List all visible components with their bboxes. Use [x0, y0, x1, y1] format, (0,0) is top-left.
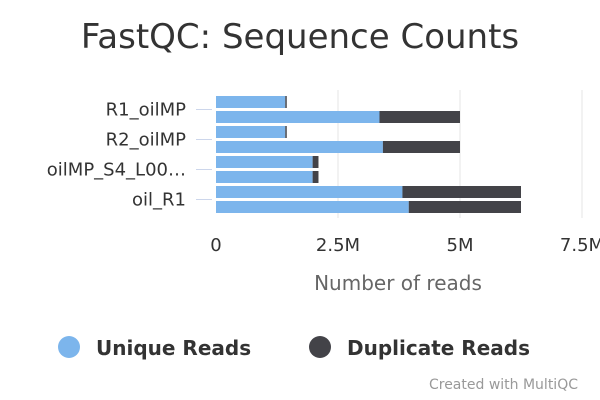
bar-unique-0[interactable] — [216, 96, 286, 108]
legend-label: Unique Reads — [96, 336, 251, 360]
x-tick-label: 2.5M — [316, 235, 360, 256]
category-axis: R1_oilMP R2_oilMP oilMP_S4_L00… oil_R1 — [47, 100, 212, 211]
credit-text: Created with MultiQC — [429, 377, 578, 393]
bar-unique-6[interactable] — [216, 186, 403, 198]
bar-duplicate-7[interactable] — [408, 201, 521, 213]
chart-title: FastQC: Sequence Counts — [81, 17, 519, 57]
bar-unique-1[interactable] — [216, 111, 380, 123]
legend: Unique Reads Duplicate Reads — [58, 336, 530, 360]
bar-unique-4[interactable] — [216, 156, 313, 168]
bar-layer — [216, 96, 521, 213]
x-axis-ticks: 0 2.5M 5M 7.5M — [210, 235, 600, 256]
legend-item-unique[interactable]: Unique Reads — [58, 336, 251, 360]
bar-duplicate-0[interactable] — [285, 96, 287, 108]
category-label: R1_oilMP — [106, 100, 187, 121]
bar-unique-2[interactable] — [216, 126, 286, 138]
bar-duplicate-6[interactable] — [402, 186, 521, 198]
bar-duplicate-5[interactable] — [312, 171, 319, 183]
grid-layer — [337, 90, 583, 218]
legend-marker — [58, 336, 80, 358]
x-tick-label: 7.5M — [560, 235, 600, 256]
bar-duplicate-1[interactable] — [379, 111, 460, 123]
bar-unique-5[interactable] — [216, 171, 313, 183]
category-label: oilMP_S4_L00… — [47, 160, 186, 181]
x-tick-label: 0 — [210, 235, 221, 256]
bar-unique-3[interactable] — [216, 141, 383, 153]
bar-duplicate-2[interactable] — [285, 126, 287, 138]
legend-marker — [309, 336, 331, 358]
category-label: R2_oilMP — [106, 130, 187, 151]
bar-unique-7[interactable] — [216, 201, 409, 213]
category-label: oil_R1 — [132, 190, 186, 211]
x-axis-title: Number of reads — [314, 271, 482, 295]
legend-item-duplicate[interactable]: Duplicate Reads — [309, 336, 530, 360]
bar-duplicate-3[interactable] — [382, 141, 460, 153]
legend-label: Duplicate Reads — [347, 336, 530, 360]
x-tick-label: 5M — [447, 235, 474, 256]
bar-duplicate-4[interactable] — [312, 156, 319, 168]
